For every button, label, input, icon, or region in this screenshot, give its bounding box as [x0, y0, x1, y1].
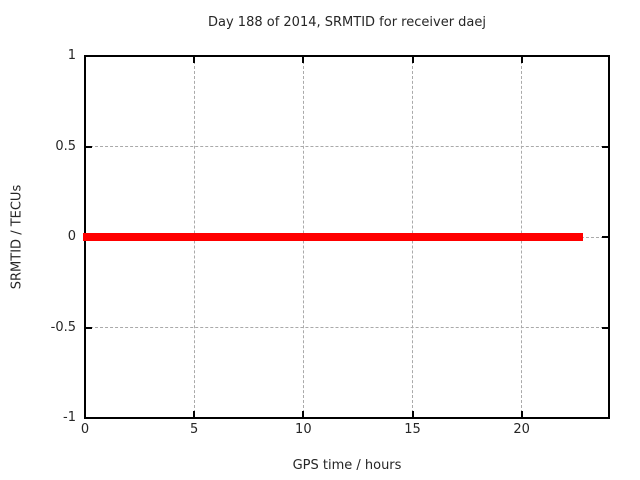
x-tick-mark — [302, 411, 305, 418]
y-tick-mark — [85, 417, 92, 419]
y-tick-label: -0.5 — [50, 319, 76, 335]
y-tick-mark — [602, 417, 609, 419]
x-tick-mark — [193, 411, 196, 418]
plot-area: 0 5 10 15 20 1 0.5 0 -0.5 -1 — [51, 48, 609, 437]
y-tick-mark — [85, 326, 92, 329]
y-gridline — [85, 327, 609, 328]
x-tick-mark — [411, 56, 414, 63]
y-gridline — [85, 146, 609, 147]
y-tick-label: 0 — [67, 229, 76, 244]
y-tick-mark — [602, 236, 609, 238]
y-tick-mark — [602, 145, 609, 148]
x-tick-label: 5 — [190, 422, 199, 437]
x-tick-mark — [302, 56, 305, 63]
x-tick-mark — [520, 56, 523, 63]
x-tick-mark — [411, 411, 414, 418]
y-tick-mark — [602, 326, 609, 329]
y-tick-mark — [85, 145, 92, 148]
x-tick-mark — [84, 56, 86, 63]
data-line-srmtid — [83, 233, 583, 241]
chart-title: Day 188 of 2014, SRMTID for receiver dae… — [208, 15, 486, 30]
x-tick-label: 15 — [404, 422, 421, 437]
y-tick-mark — [85, 55, 92, 57]
x-tick-label: 10 — [295, 422, 312, 437]
x-tick-mark — [193, 56, 196, 63]
y-tick-label: -1 — [63, 410, 76, 425]
x-tick-label: 20 — [513, 422, 530, 437]
y-tick-label: 1 — [67, 48, 76, 63]
y-tick-mark — [602, 55, 609, 57]
x-tick-label: 0 — [80, 422, 90, 437]
x-tick-mark — [520, 411, 523, 418]
y-tick-label: 0.5 — [55, 138, 76, 154]
x-axis-label: GPS time / hours — [292, 458, 402, 473]
